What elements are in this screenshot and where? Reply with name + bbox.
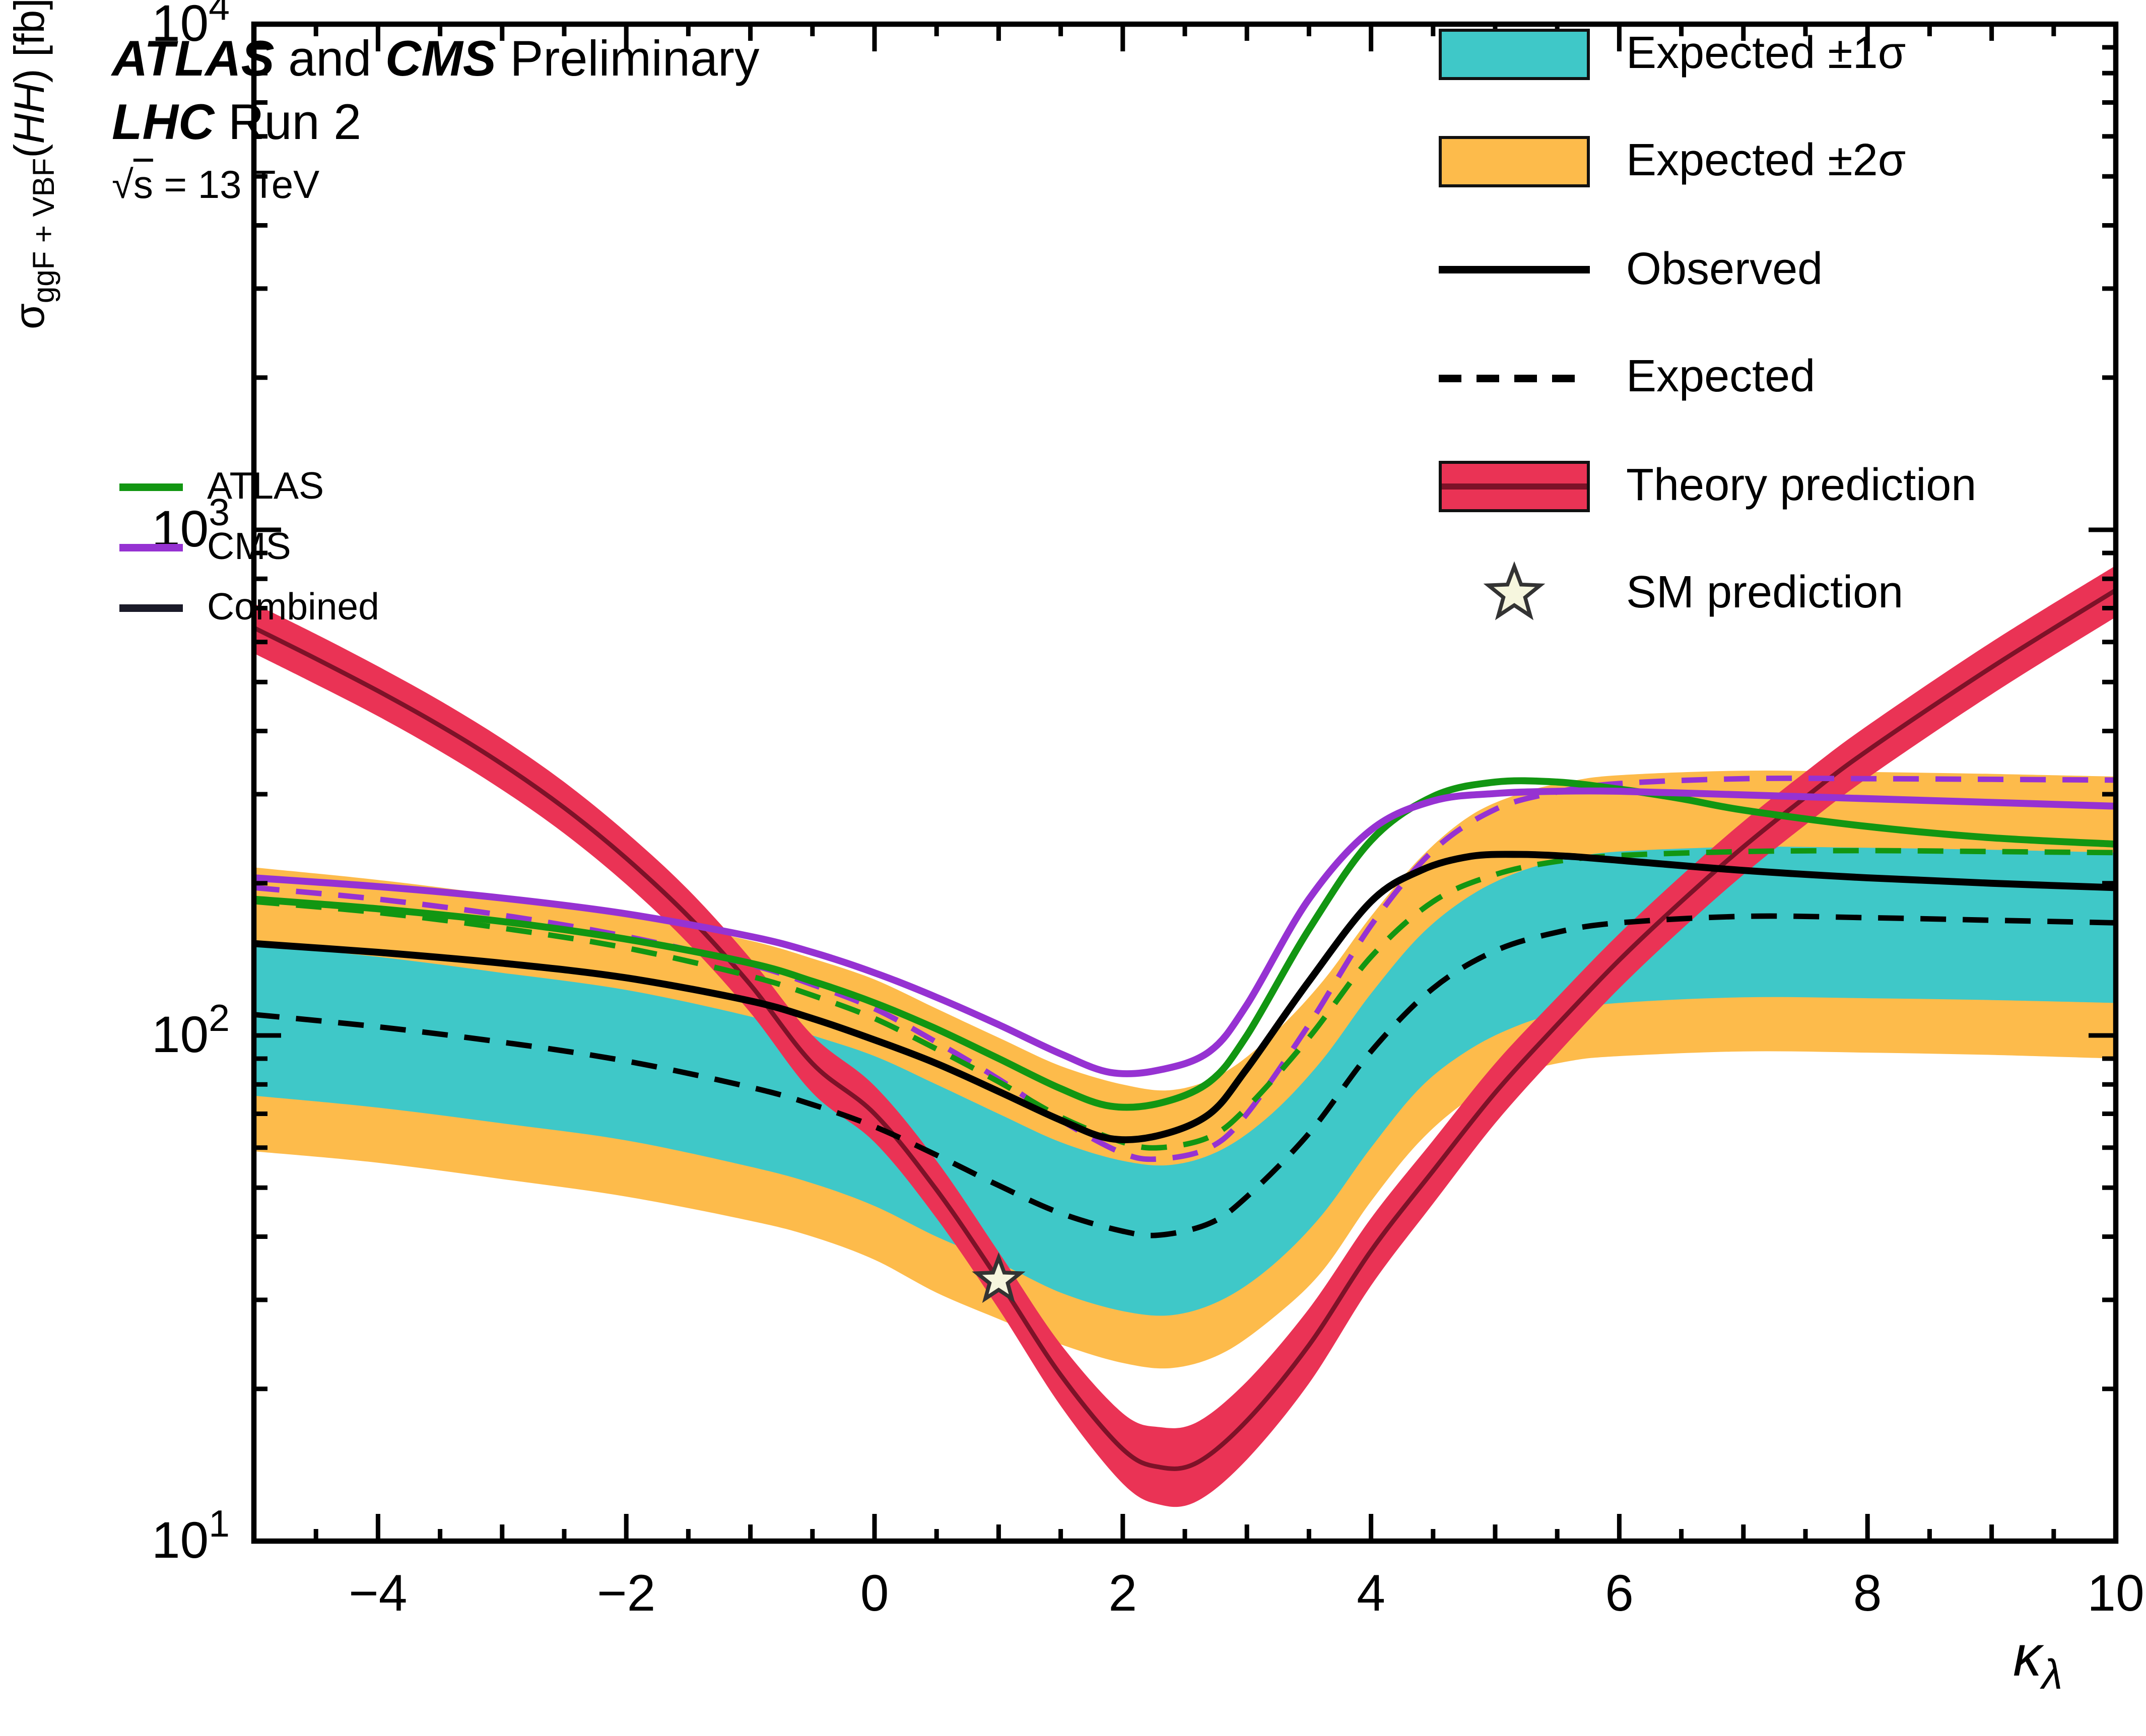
legend-label: Theory prediction [1626,460,1977,511]
legend-item-cms: CMS [119,517,379,577]
theory-line-swatch [1442,483,1587,490]
theory-band-swatch [1439,460,1590,512]
expected-1sigma-band [254,847,2116,1316]
x-tick-label: 4 [1357,1564,1385,1622]
legend-item-sm-prediction: SM prediction [1436,540,1976,649]
tick-marks [251,22,2118,1544]
y-tick-label: 101 [152,1502,230,1569]
atlas-expected-line [254,848,2116,1151]
legend-label: ATLAS [207,464,324,507]
x-tick-label: 0 [860,1564,889,1622]
combined-expected-line [254,913,2116,1238]
atlas-observed-line [254,777,2116,1111]
main-legend: Expected ±1σ Expected ±2σ Observed Expec… [1436,0,1976,648]
cms-line-swatch [119,543,183,551]
x-tick-label: 6 [1605,1564,1634,1622]
x-tick-label: 10 [2087,1564,2144,1622]
y-axis-label: σggF + VBF(HH) [fb] [6,0,61,329]
plot-area [254,565,2116,1507]
page-title: ATLAS and CMS Preliminary [112,30,760,86]
star-icon [1483,562,1546,621]
legend-item-combined: Combined [119,577,379,638]
legend-label: Expected ±1σ [1626,28,1906,79]
legend-label: Expected [1626,352,1816,402]
energy-label: √s = 13 TeV [112,162,320,207]
x-tick-label: 2 [1108,1564,1137,1622]
combined-line-swatch [119,603,183,611]
x-tick-label: −4 [349,1564,407,1622]
subtitle: LHC Run 2 [112,94,362,150]
legend-label: Combined [207,585,379,628]
experiment-legend: ATLAS CMS Combined [119,456,379,638]
atlas-line-swatch [119,482,183,491]
legend-item-expected-1sigma: Expected ±1σ [1436,0,1976,108]
legend-item-theory: Theory prediction [1436,432,1976,540]
y-tick-label: 102 [152,997,230,1063]
lhc-label: LHC [112,94,215,150]
legend-item-observed: Observed [1436,216,1976,324]
expected-2sigma-swatch [1439,136,1590,188]
combined-observed-line [254,851,2116,1144]
x-axis-label: κλ [2013,1626,2063,1698]
cms-label: CMS [385,30,496,86]
sm-prediction-star [972,1252,1026,1303]
expected-1sigma-swatch [1439,28,1590,80]
title-block: ATLAS and CMS Preliminary LHC Run 2 √s =… [112,27,760,215]
legend-label: SM prediction [1626,568,1904,618]
y-tick-label: 104 [152,0,230,52]
x-tick-label: −2 [597,1564,655,1622]
legend-item-expected: Expected [1436,324,1976,433]
legend-label: Expected ±2σ [1626,136,1906,186]
legend-label: Observed [1626,244,1823,295]
expected-dashed-swatch [1439,374,1590,382]
cms-observed-line [254,787,2116,1077]
legend-item-atlas: ATLAS [119,456,379,517]
cms-expected-line [254,775,2116,1162]
legend-label: CMS [207,525,291,568]
legend-item-expected-2sigma: Expected ±2σ [1436,108,1976,217]
x-tick-label: 8 [1853,1564,1882,1622]
observed-line-swatch [1439,266,1590,274]
atlas-label: ATLAS [112,30,275,86]
